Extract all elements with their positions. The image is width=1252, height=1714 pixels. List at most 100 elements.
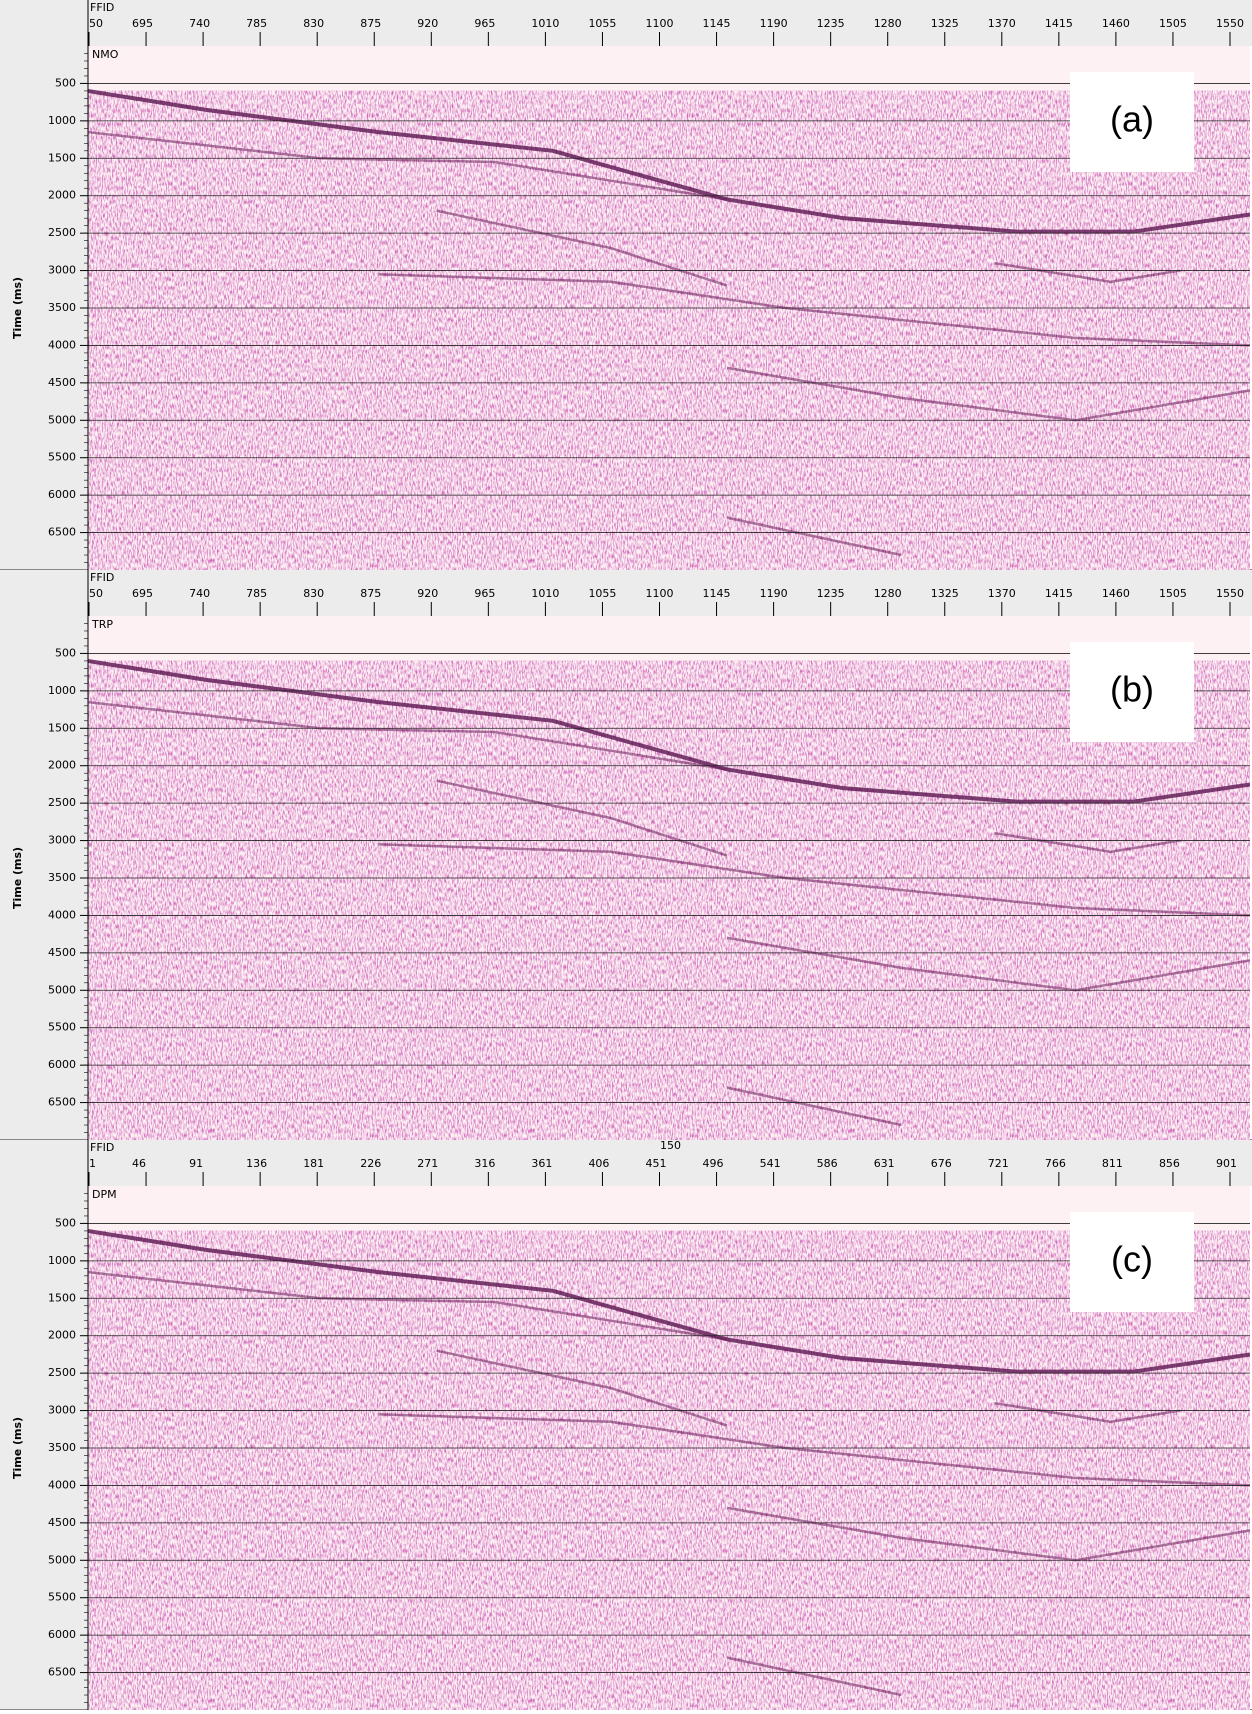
y-tick-label: 2500 [48, 1366, 76, 1379]
x-tick-label: 406 [588, 1157, 609, 1170]
y-tick-label: 1500 [48, 151, 76, 164]
x-tick-label: 1370 [988, 17, 1016, 30]
x-tick-label: 1100 [646, 17, 674, 30]
y-tick-label: 500 [55, 76, 76, 89]
panel-label-box [1070, 1212, 1194, 1312]
x-tick-label: 766 [1045, 1157, 1066, 1170]
x-tick-label: 1460 [1102, 17, 1130, 30]
reflector [436, 1349, 728, 1427]
section-label: DPM [92, 1188, 117, 1201]
y-tick-label: 4000 [48, 338, 76, 351]
x-tick-label: 740 [189, 587, 210, 600]
reflector [994, 1401, 1181, 1424]
header-label: FFID [90, 1, 114, 14]
y-tick-label: 6000 [48, 1628, 76, 1641]
y-tick-label: 3500 [48, 301, 76, 314]
x-tick-label: 1415 [1045, 17, 1073, 30]
x-tick-label: 676 [931, 1157, 952, 1170]
reflector [88, 700, 728, 771]
reflector [726, 1086, 902, 1127]
x-tick-label: 1055 [588, 587, 616, 600]
x-tick-label: 1010 [531, 17, 559, 30]
x-tick-label: 901 [1216, 1157, 1237, 1170]
reflector [88, 1270, 728, 1341]
x-tick-label: 50 [89, 17, 103, 30]
x-tick-label: 965 [474, 17, 495, 30]
x-tick-label: 1235 [817, 587, 845, 600]
y-axis-label: Time (ms) [11, 847, 24, 909]
x-tick-label: 50 [89, 587, 103, 600]
reflector [726, 516, 902, 557]
panel-label: (c) [1111, 1239, 1153, 1280]
y-tick-label: 5500 [48, 451, 76, 464]
y-tick-label: 5000 [48, 1553, 76, 1566]
y-tick-label: 3000 [48, 834, 76, 847]
y-tick-label: 1000 [48, 684, 76, 697]
x-tick-label: 541 [760, 1157, 781, 1170]
x-tick-label: 1505 [1159, 587, 1187, 600]
x-tick-label: 1415 [1045, 587, 1073, 600]
panel: FFID 50 695 740 785 830 875 920 965 1010 1055 1100 1… [0, 570, 1252, 1140]
y-tick-label: 4000 [48, 1478, 76, 1491]
y-tick-label: 5500 [48, 1591, 76, 1604]
reflector [726, 1656, 902, 1697]
x-tick-label: 1145 [703, 587, 731, 600]
y-tick-label: 2500 [48, 796, 76, 809]
reflector [436, 779, 728, 857]
x-tick-label: 856 [1159, 1157, 1180, 1170]
panel-label: (a) [1110, 99, 1154, 140]
x-tick-label: 631 [874, 1157, 895, 1170]
reflector [436, 209, 728, 287]
y-axis-label: Time (ms) [11, 1417, 24, 1479]
y-tick-label: 3000 [48, 264, 76, 277]
y-tick-label: 3500 [48, 1441, 76, 1454]
x-tick-label: 1 [89, 1157, 96, 1170]
y-tick-label: 2000 [48, 1329, 76, 1342]
x-tick-label: 226 [360, 1157, 381, 1170]
y-tick-label: 4500 [48, 376, 76, 389]
seismic-noise [88, 1230, 1250, 1710]
y-tick-label: 6500 [48, 526, 76, 539]
reflector [994, 261, 1181, 284]
x-tick-label: 1100 [646, 587, 674, 600]
y-tick-label: 4000 [48, 908, 76, 921]
y-tick-label: 2000 [48, 759, 76, 772]
y-tick-label: 6000 [48, 1058, 76, 1071]
x-tick-label: 875 [360, 587, 381, 600]
y-tick-label: 1500 [48, 1291, 76, 1304]
x-tick-label: 1280 [874, 17, 902, 30]
x-tick-label: 1010 [531, 587, 559, 600]
x-tick-label: 361 [531, 1157, 552, 1170]
x-tick-label: 920 [417, 17, 438, 30]
reflector [88, 130, 728, 201]
y-tick-label: 1000 [48, 114, 76, 127]
x-tick-label: 1145 [703, 17, 731, 30]
y-tick-label: 1000 [48, 1254, 76, 1267]
x-tick-label: 1325 [931, 17, 959, 30]
x-tick-label: 785 [246, 17, 267, 30]
x-tick-label: 1550 [1216, 17, 1244, 30]
x-tick-label: 920 [417, 587, 438, 600]
x-tick-label: 1550 [1216, 587, 1244, 600]
x-tick-label: 695 [132, 17, 153, 30]
y-tick-label: 6500 [48, 1096, 76, 1109]
axis-column [0, 46, 88, 570]
x-tick-label: 1505 [1159, 17, 1187, 30]
y-tick-label: 5500 [48, 1021, 76, 1034]
header-label: FFID [90, 571, 114, 584]
top-note: 150 [660, 1139, 681, 1152]
x-tick-label: 1325 [931, 587, 959, 600]
x-tick-label: 695 [132, 587, 153, 600]
panel-label-box [1070, 72, 1194, 172]
y-tick-label: 6500 [48, 1666, 76, 1679]
y-tick-label: 1500 [48, 721, 76, 734]
seafloor-reflector [88, 1228, 1250, 1374]
x-tick-label: 181 [303, 1157, 324, 1170]
panel-label: (b) [1110, 669, 1154, 710]
panel-label-box [1070, 642, 1194, 742]
header-band [0, 570, 1252, 616]
y-tick-label: 2500 [48, 226, 76, 239]
x-tick-label: 136 [246, 1157, 267, 1170]
x-tick-label: 46 [132, 1157, 146, 1170]
